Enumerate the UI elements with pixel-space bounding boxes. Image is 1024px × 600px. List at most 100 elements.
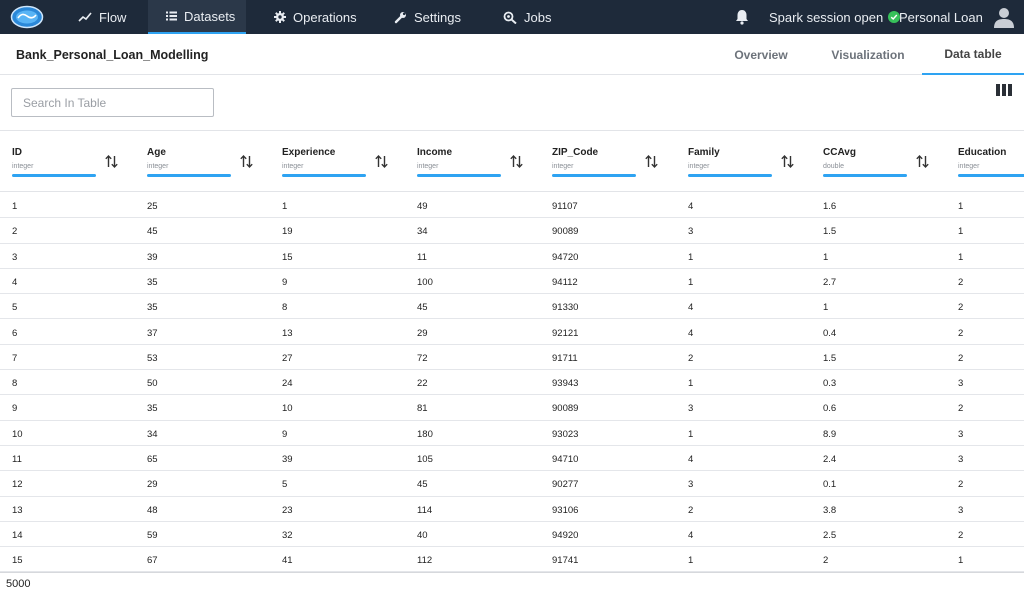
column-name: Experience [282,147,336,158]
sort-icon[interactable] [915,154,930,169]
table-cell: 1 [823,251,829,263]
table-row[interactable]: 4 35 9 100 94112 1 2.7 2 [0,269,1024,295]
table-cell: 1 [688,378,694,390]
table-cell: 2 [12,226,18,238]
table-row[interactable]: 3 39 15 11 94720 1 1 1 [0,244,1024,269]
table-cell: 4 [12,276,18,288]
table-cell: 94920 [552,529,579,541]
table-cell: 2.5 [823,529,837,541]
table-row[interactable]: 5 35 8 45 91330 4 1 2 [0,294,1024,320]
search-input[interactable] [11,88,214,117]
table-cell: 45 [147,226,158,238]
dataset-title: Bank_Personal_Loan_Modelling [16,48,209,62]
sort-icon[interactable] [509,154,524,169]
nav-operations[interactable]: Operations [274,0,357,34]
row-count: 5000 [6,578,31,590]
bell-icon[interactable] [735,9,749,25]
dataset-header: Bank_Personal_Loan_Modelling Overview Vi… [0,34,1024,75]
column-type: integer [12,163,34,170]
project-name[interactable]: Personal Loan [899,0,983,34]
nav-settings[interactable]: Settings [394,0,461,34]
nav-datasets[interactable]: Datasets [148,0,246,34]
table-cell: 19 [282,226,293,238]
table-cell: 48 [147,504,158,516]
table-cell: 93943 [552,378,579,390]
column-quality-bar [552,174,636,177]
search-gear-icon [503,11,517,24]
table-row[interactable]: 15 67 41 112 91741 1 2 1 [0,547,1024,572]
table-cell: 2.7 [823,276,837,288]
table-row[interactable]: 8 50 24 22 93943 1 0.3 3 [0,370,1024,396]
table-cell: 1 [823,302,829,314]
table-cell: 114 [417,504,433,516]
table-cell: 29 [417,327,428,339]
table-cell: 91107 [552,201,578,212]
table-row[interactable]: 2 45 19 34 90089 3 1.5 1 [0,218,1024,244]
table-cell: 81 [417,403,428,415]
column-type: integer [552,163,574,170]
column-quality-bar [958,174,1024,177]
table-cell: 65 [147,454,158,465]
sort-icon[interactable] [239,154,254,169]
table-cell: 45 [417,302,428,314]
table-cell: 5 [282,479,288,491]
table-cell: 11 [417,251,427,263]
column-name: Age [147,147,166,158]
tab-data-table[interactable]: Data table [922,34,1024,75]
check-circle-icon [888,11,901,23]
column-quality-bar [823,174,907,177]
table-cell: 105 [417,454,433,465]
session-status-text: Spark session open [769,9,884,25]
table-row[interactable]: 6 37 13 29 92121 4 0.4 2 [0,320,1024,345]
table-footer: 5000 [0,572,1024,600]
table-cell: 93023 [552,428,579,440]
sort-icon[interactable] [644,154,659,169]
column-type: integer [417,163,439,170]
table-cell: 13 [12,504,23,516]
columns-toggle-icon[interactable] [996,84,1012,96]
column-quality-bar [417,174,501,177]
table-cell: 2 [688,352,694,364]
column-quality-bar [282,174,366,177]
table-cell: 92121 [552,327,579,339]
tab-overview[interactable]: Overview [722,34,800,75]
user-avatar-icon[interactable] [993,6,1015,28]
table-row[interactable]: 9 35 10 81 90089 3 0.6 2 [0,395,1024,421]
table-cell: 8 [12,378,18,390]
table-cell: 4 [688,302,694,314]
table-cell: 91330 [552,302,579,314]
table-cell: 3.8 [823,504,837,516]
tab-overview-label: Overview [734,47,788,62]
table-row[interactable]: 1 25 1 49 91107 4 1.6 1 [0,193,1024,219]
table-cell: 41 [282,555,293,567]
table-row[interactable]: 14 59 32 40 94920 4 2.5 2 [0,522,1024,548]
table-cell: 91741 [552,555,579,567]
gear-icon [274,11,286,23]
table-cell: 1 [12,201,18,212]
table-cell: 2.4 [823,454,837,465]
table-cell: 39 [282,454,293,465]
top-nav: Flow Datasets Operations Settings [0,0,1024,34]
tab-visualization[interactable]: Visualization [820,34,916,75]
table-cell: 100 [417,276,433,288]
sort-icon[interactable] [374,154,389,169]
table-cell: 5 [12,302,18,314]
table-row[interactable]: 10 34 9 180 93023 1 8.9 3 [0,421,1024,446]
sort-icon[interactable] [780,154,795,169]
table-row[interactable]: 13 48 23 114 93106 2 3.8 3 [0,497,1024,522]
sort-icon[interactable] [104,154,119,169]
column-type: double [823,163,845,170]
table-cell: 9 [282,428,288,440]
table-cell: 72 [417,352,428,364]
wrench-icon [394,11,406,23]
table-cell: 94720 [552,251,579,263]
nav-flow[interactable]: Flow [78,0,126,34]
table-row[interactable]: 7 53 27 72 91711 2 1.5 2 [0,345,1024,371]
table-row[interactable]: 11 65 39 105 94710 4 2.4 3 [0,446,1024,472]
table-row[interactable]: 12 29 5 45 90277 3 0.1 2 [0,471,1024,497]
table-cell: 0.4 [823,327,837,339]
table-cell: 35 [147,276,158,288]
app-logo-icon[interactable] [10,5,44,29]
table-cell: 3 [688,403,694,415]
nav-jobs[interactable]: Jobs [503,0,551,34]
